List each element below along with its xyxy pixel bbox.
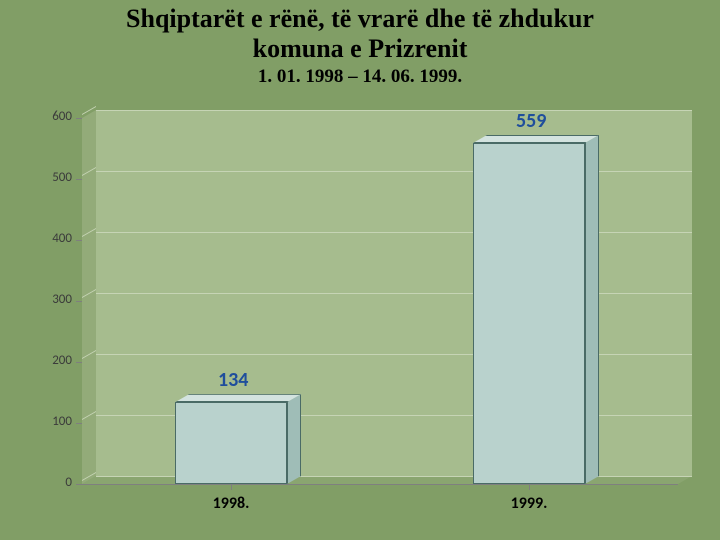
y-tick [76,179,82,180]
bar-side-face [287,394,301,484]
plot-floor [82,476,692,484]
y-tick-label: 300 [24,292,72,307]
y-tick-label: 100 [24,414,72,429]
y-tick [76,484,82,485]
gridline [96,110,692,111]
x-axis [82,484,678,485]
bar-value-label: 134 [218,368,248,392]
gridline [96,354,692,355]
bar-top-face [473,135,599,143]
y-tick-label: 200 [24,353,72,368]
bar-value-label: 559 [516,109,546,133]
y-tick [76,301,82,302]
slide: Shqiptarët e rënë, të vrarë dhe të zhduk… [0,0,720,540]
bar-front-face [473,143,585,484]
gridline [96,232,692,233]
y-tick [76,240,82,241]
y-tick-label: 600 [24,109,72,124]
page-title: Shqiptarët e rënë, të vrarë dhe të zhduk… [0,0,720,64]
title-line-2: komuna e Prizrenit [253,34,468,63]
x-tick [529,484,530,490]
x-tick [231,484,232,490]
bar-side-face [585,135,599,484]
gridline [96,293,692,294]
y-tick-label: 0 [24,475,72,490]
bar-chart: 0 100 200 300 400 500 600 134 1998. 559 1999. [24,110,692,526]
plot-side-wall [82,110,96,484]
x-category-label: 1999. [380,494,678,513]
y-tick [76,118,82,119]
title-line-1: Shqiptarët e rënë, të vrarë dhe të zhduk… [126,4,594,33]
bar [175,394,301,484]
bar-top-face [175,394,301,402]
y-tick-label: 500 [24,170,72,185]
bar-front-face [175,402,287,484]
y-tick [76,362,82,363]
bar [473,135,599,484]
y-tick-label: 400 [24,231,72,246]
y-tick [76,423,82,424]
x-category-label: 1998. [82,494,380,513]
gridline [96,171,692,172]
page-subtitle: 1. 01. 1998 – 14. 06. 1999. [0,66,720,88]
